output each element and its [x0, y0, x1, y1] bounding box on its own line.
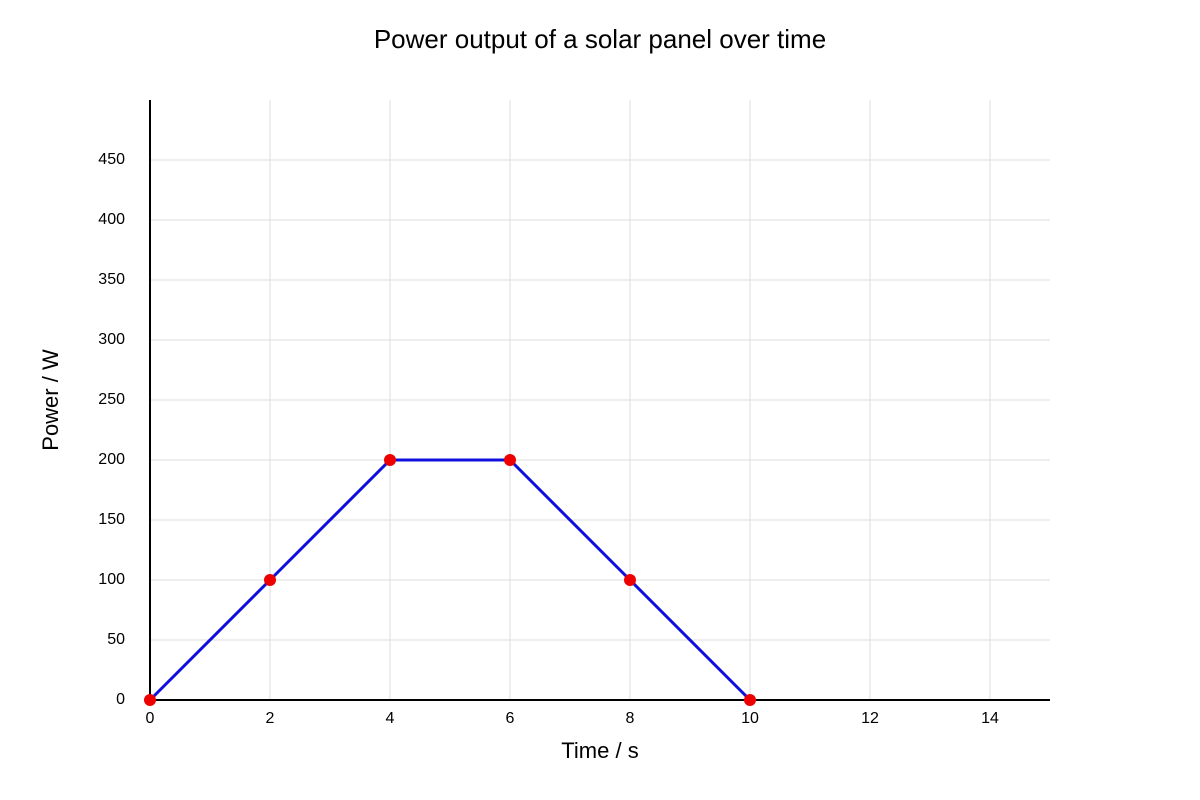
y-tick-label: 200	[98, 451, 125, 468]
y-tick-label: 300	[98, 331, 125, 348]
x-axis-label: Time / s	[561, 738, 638, 763]
data-point	[144, 694, 156, 706]
x-tick-label: 4	[386, 710, 395, 727]
y-tick-label: 250	[98, 391, 125, 408]
x-tick-label: 10	[741, 710, 759, 727]
data-line	[148, 458, 752, 702]
data-point	[384, 454, 396, 466]
y-axis-label: Power / W	[38, 349, 63, 451]
y-tick-label: 150	[98, 511, 125, 528]
data-point	[624, 574, 636, 586]
x-tick-label: 14	[981, 710, 999, 727]
chart-title: Power output of a solar panel over time	[374, 24, 826, 54]
data-point	[504, 454, 516, 466]
x-tick-label: 8	[626, 710, 635, 727]
data-point	[264, 574, 276, 586]
x-tick-label: 6	[506, 710, 515, 727]
x-tick-label: 2	[266, 710, 275, 727]
y-tick-label: 50	[107, 631, 125, 648]
y-tick-label: 450	[98, 151, 125, 168]
y-tick-label: 350	[98, 271, 125, 288]
y-tick-label: 0	[116, 691, 125, 708]
data-point	[744, 694, 756, 706]
x-tick-label: 12	[861, 710, 879, 727]
y-tick-label: 400	[98, 211, 125, 228]
x-tick-label: 0	[146, 710, 155, 727]
y-tick-label: 100	[98, 571, 125, 588]
